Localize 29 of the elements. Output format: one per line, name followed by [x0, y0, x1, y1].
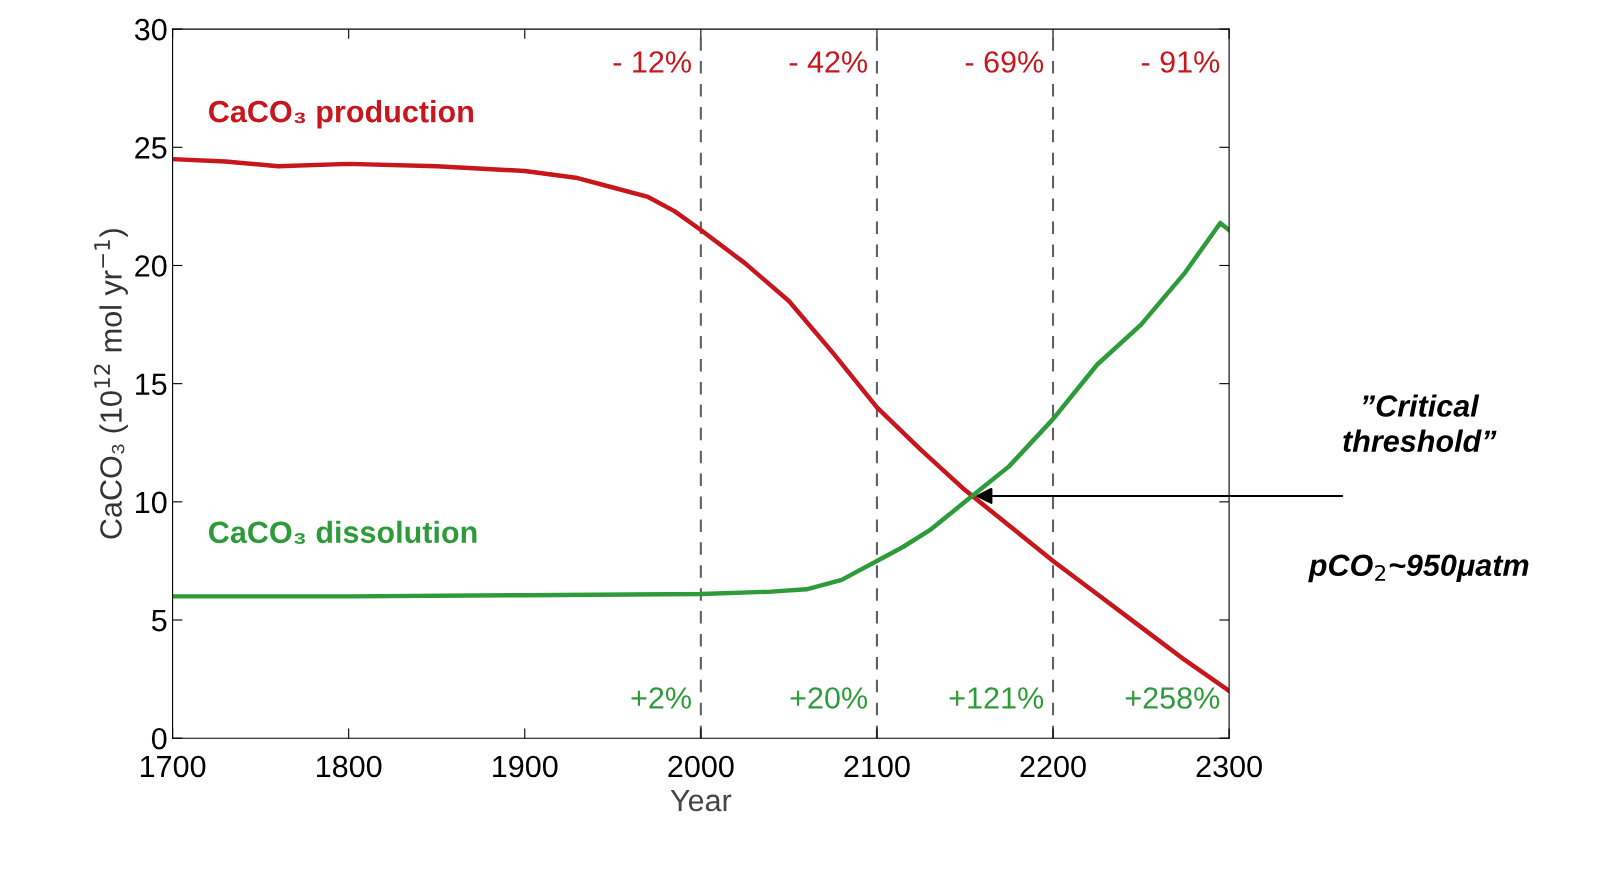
- annotation: +258%: [1125, 687, 1220, 709]
- annotation: - 91%: [1141, 51, 1220, 73]
- x-tick-label: 2000: [668, 755, 734, 778]
- x-tick-label: 2300: [1196, 755, 1262, 778]
- annotation: +2%: [631, 687, 691, 709]
- annotation: +121%: [949, 687, 1044, 709]
- x-tick-label: 1800: [317, 755, 382, 778]
- x-axis-title: Year: [670, 790, 732, 812]
- annotation: +20%: [790, 687, 868, 709]
- text: pCO$_{2}$~950μatm: [1308, 554, 1529, 583]
- y-tick-label: 25: [135, 137, 167, 159]
- x-tick-label: 1700: [140, 755, 206, 778]
- y-tick-label: 5: [151, 610, 167, 632]
- line-series: [172, 220, 1230, 599]
- series-label: CaCO₃ dissolution: [209, 520, 477, 544]
- x-tick-label: 2200: [1020, 755, 1086, 778]
- annotation: - 69%: [965, 51, 1044, 73]
- y-tick-label: 20: [135, 255, 167, 277]
- y-tick-label: 30: [134, 18, 167, 41]
- x-tick-label: 2100: [844, 755, 910, 778]
- y-tick-label: 0: [151, 727, 167, 750]
- x-tick-label: 1900: [493, 755, 558, 778]
- y-tick-label: 15: [136, 373, 167, 396]
- text: ”Critical threshold”: [1343, 394, 1497, 452]
- series-label: CaCO₃ production: [209, 99, 473, 129]
- annotation: - 12%: [613, 51, 691, 73]
- annotation: - 42%: [789, 51, 868, 73]
- y-tick-label: 10: [136, 491, 167, 514]
- y-axis-title: CaCO₃ (10$^{12}$ mol yr$^{−1}$): [93, 229, 128, 539]
